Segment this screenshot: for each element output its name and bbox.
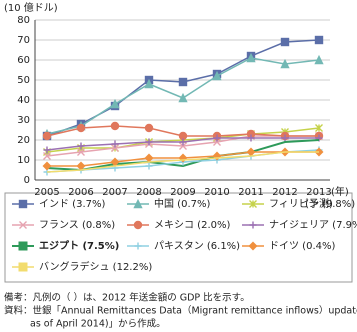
marker	[145, 138, 153, 146]
unit-label: (10 億ドル)	[4, 1, 58, 14]
marker	[314, 54, 324, 65]
y-tick-label: 20	[17, 135, 30, 146]
marker	[77, 142, 85, 150]
legend-label: バングラデシュ (12.2%)	[39, 260, 152, 273]
legend-marker	[134, 242, 142, 250]
series-line	[46, 151, 319, 173]
note: 資料：世銀「Annual Remittances Data（Migrant re…	[4, 305, 357, 317]
y-tick-label: 60	[17, 55, 30, 66]
legend-marker	[18, 199, 28, 209]
legend-marker	[133, 220, 143, 230]
legend-marker	[248, 241, 258, 251]
legend-marker	[249, 200, 257, 208]
marker	[178, 131, 188, 141]
legend-marker	[249, 221, 257, 229]
marker	[280, 58, 290, 69]
marker	[213, 134, 221, 142]
x-note: (予測)	[305, 197, 333, 210]
marker	[247, 134, 255, 142]
legend-label: パキスタン (6.1%)	[154, 240, 240, 252]
marker	[77, 148, 85, 156]
marker	[246, 147, 256, 157]
legend-label: ナイジェリア (7.9%)	[269, 219, 357, 231]
marker	[43, 152, 51, 160]
marker	[179, 138, 187, 146]
note: as of April 2014)」から作成。	[30, 318, 166, 330]
legend-label: 中国 (0.7%)	[154, 197, 210, 210]
legend-label: インド (3.7%)	[39, 199, 105, 210]
legend-marker	[19, 221, 27, 229]
marker	[178, 77, 188, 87]
x-tick-label: 2008	[136, 187, 161, 198]
y-tick-label: 70	[17, 35, 30, 46]
marker	[76, 123, 86, 133]
x-tick-label: 2007	[102, 187, 127, 198]
x-unit: (年)	[331, 185, 349, 198]
marker	[212, 70, 222, 81]
marker	[42, 161, 52, 171]
y-tick-label: 50	[17, 75, 30, 86]
y-tick-label: 30	[17, 115, 30, 126]
x-tick-label: 2006	[68, 187, 93, 198]
x-tick-label: 2012	[272, 187, 297, 198]
marker	[76, 161, 86, 171]
marker	[246, 52, 256, 63]
note: 備考：凡例の（ ）は、2012 年送金額の GDP 比を示す。	[4, 292, 250, 304]
marker	[280, 37, 290, 47]
legend-label: メキシコ (2.0%)	[154, 220, 230, 231]
marker	[315, 124, 323, 132]
marker	[43, 146, 51, 154]
y-tick-label: 10	[17, 155, 30, 166]
marker	[110, 98, 120, 109]
marker	[110, 121, 120, 131]
x-tick-label: 2005	[34, 187, 59, 198]
marker	[145, 162, 153, 170]
marker	[144, 78, 154, 89]
marker	[179, 142, 187, 150]
marker	[281, 134, 289, 142]
x-tick-label: 2013	[306, 187, 331, 198]
legend-swatch	[18, 241, 28, 251]
x-tick-label: 2009	[170, 187, 195, 198]
marker	[178, 92, 188, 103]
legend-label: ドイツ (0.4%)	[269, 241, 335, 252]
marker	[314, 35, 324, 45]
marker	[111, 144, 119, 152]
y-tick-label: 40	[17, 95, 30, 106]
y-tick-label: 80	[17, 15, 30, 26]
legend-box	[4, 192, 353, 283]
y-tick-label: 0	[24, 175, 30, 186]
legend-swatch	[18, 262, 28, 272]
marker	[42, 131, 52, 141]
marker	[213, 138, 221, 146]
x-tick-label: 2011	[238, 187, 263, 198]
marker	[111, 140, 119, 148]
legend-marker	[133, 198, 143, 209]
legend-label: エジプト (7.5%)	[39, 239, 119, 252]
x-tick-label: 2010	[204, 187, 229, 198]
marker	[144, 123, 154, 133]
legend-label: フィリピン (9.8%)	[269, 198, 355, 210]
legend-label: フランス (0.8%)	[39, 219, 115, 231]
